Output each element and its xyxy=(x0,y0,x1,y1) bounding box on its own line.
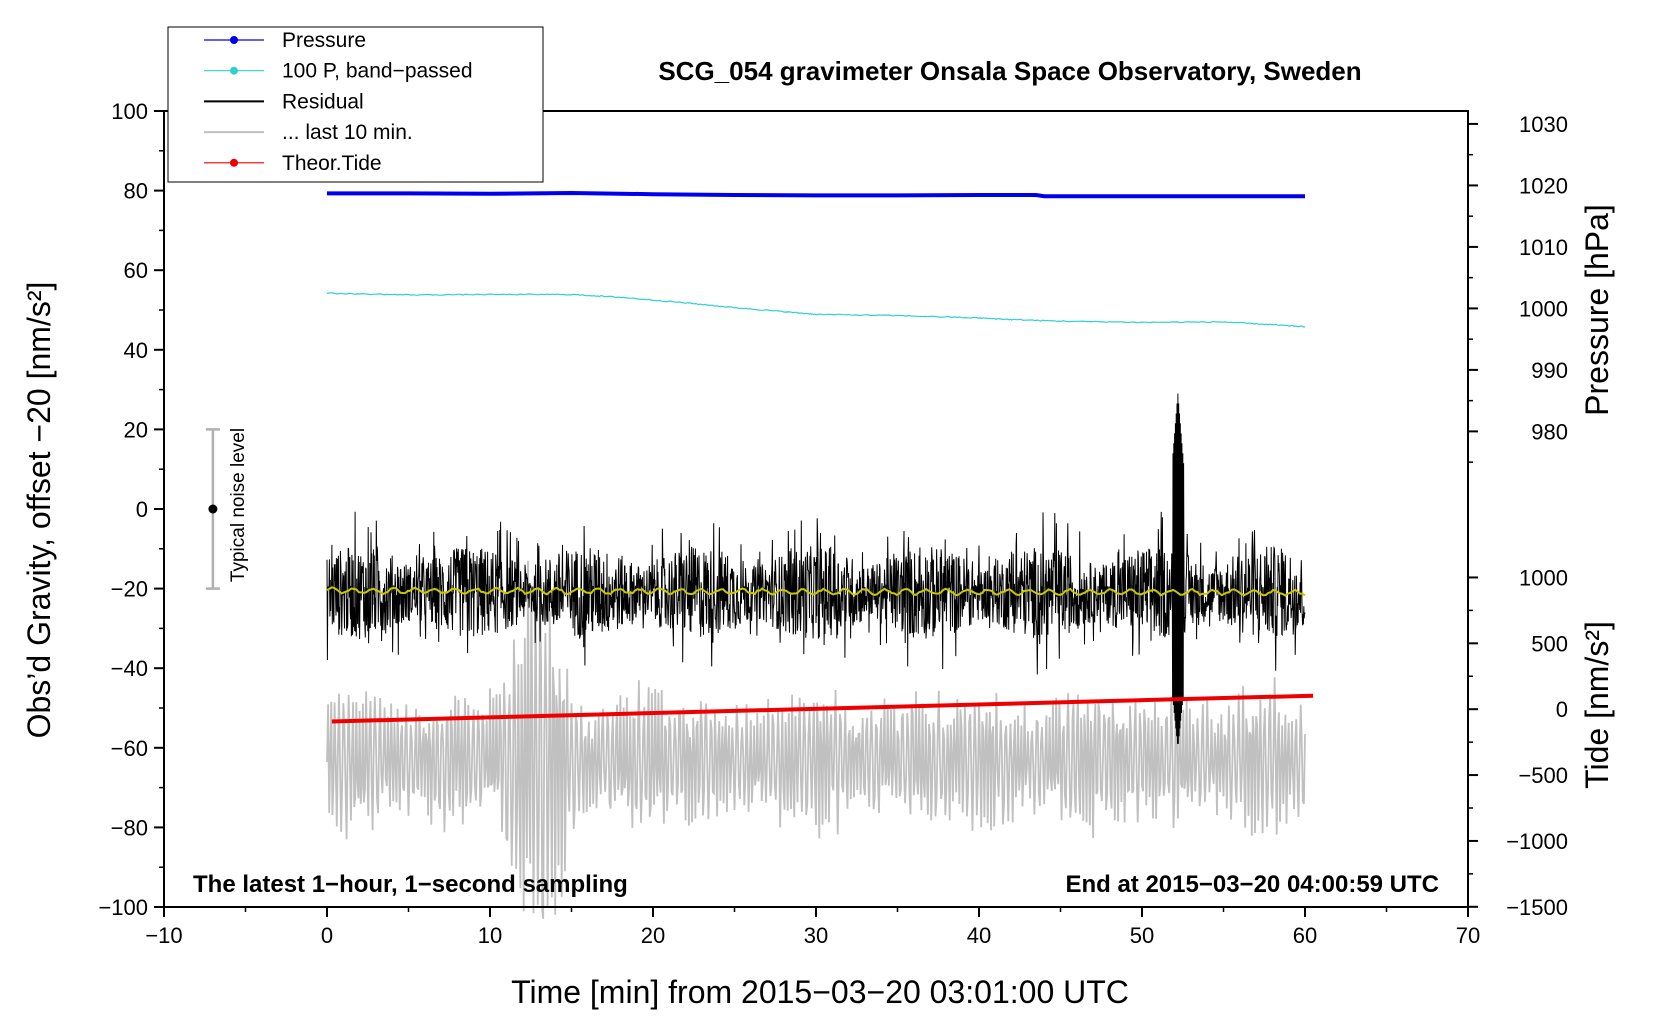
noise-bar-dot xyxy=(208,504,218,514)
series-band-passed-pressure xyxy=(326,292,1306,328)
legend-label: Residual xyxy=(282,90,364,113)
legend-box xyxy=(167,26,544,183)
pressure-tick-label: 1020 xyxy=(1519,173,1568,198)
series-residual xyxy=(326,393,1306,744)
pressure-tick-label: 1010 xyxy=(1519,235,1568,260)
pressure-tick-label: 1000 xyxy=(1519,296,1568,321)
legend-marker xyxy=(230,66,238,75)
pressure-tick-label: 980 xyxy=(1531,419,1568,444)
x-tick-label: 0 xyxy=(321,923,333,948)
legend-entry: 100 P, band−passed xyxy=(204,60,473,83)
x-tick-label: 50 xyxy=(1130,923,1154,948)
tide-tick-label: 500 xyxy=(1531,631,1568,656)
tide-tick-label: −500 xyxy=(1518,763,1568,788)
x-tick-label: 10 xyxy=(478,923,502,948)
legend-label: Theor.Tide xyxy=(282,152,382,175)
y-axis-left-label: Obs’d Gravity, offset −20 [nm/s²] xyxy=(21,282,57,739)
y-tick-label: −100 xyxy=(98,895,148,920)
tide-tick-label: −1500 xyxy=(1506,895,1568,920)
legend-entry: ... last 10 min. xyxy=(204,121,413,144)
y-tick-label: 40 xyxy=(124,338,148,363)
x-tick-label: 60 xyxy=(1293,923,1317,948)
y-axis-left: 100 80 60 40 20 0 −20 −40 −60 −80 −100 xyxy=(98,99,164,920)
legend: Pressure 100 P, band−passed Residual ... la… xyxy=(167,26,544,183)
legend-marker xyxy=(230,36,238,44)
series-last-10-min xyxy=(326,560,1306,919)
legend-label: 100 P, band−passed xyxy=(282,60,473,83)
y-tick-label: 20 xyxy=(124,417,148,442)
x-tick-label: 20 xyxy=(641,923,665,948)
annotation-left: The latest 1−hour, 1−second sampling xyxy=(193,871,628,898)
legend-entry: Pressure xyxy=(204,29,366,52)
series-residual-smoothed xyxy=(326,586,1306,597)
series-theor-tide xyxy=(331,693,1314,724)
y-axis-pressure: 1030 1020 1010 1000 990 980 xyxy=(1468,112,1568,463)
legend-entry: Theor.Tide xyxy=(204,152,382,175)
legend-label: ... last 10 min. xyxy=(282,121,413,144)
x-tick-label: −10 xyxy=(145,923,182,948)
annotation-right: End at 2015−03−20 04:00:59 UTC xyxy=(1065,871,1439,898)
x-tick-label: 30 xyxy=(804,923,828,948)
tide-tick-label: −1000 xyxy=(1506,829,1568,854)
legend-label: Pressure xyxy=(282,29,366,52)
y-tick-label: −20 xyxy=(111,577,148,602)
chart-title: SCG_054 gravimeter Onsala Space Observat… xyxy=(658,56,1361,86)
tide-tick-label: 1000 xyxy=(1519,565,1568,590)
y-tick-label: 0 xyxy=(136,497,148,522)
y-tick-label: −80 xyxy=(111,815,148,840)
x-axis: −10 0 10 20 30 40 50 60 70 xyxy=(145,907,1480,948)
noise-bar xyxy=(205,428,220,590)
legend-marker xyxy=(230,158,238,167)
series-pressure xyxy=(327,190,1305,199)
tide-tick-label: 0 xyxy=(1556,697,1568,722)
legend-entry: Residual xyxy=(204,90,364,113)
y-axis-tide: 1000 500 0 −500 −1000 −1500 xyxy=(1468,565,1568,920)
y-axis-tide-label: Tide [nm/s²] xyxy=(1579,621,1615,789)
y-axis-pressure-label: Pressure [hPa] xyxy=(1579,204,1615,416)
x-axis-label: Time [min] from 2015−03−20 03:01:00 UTC xyxy=(511,974,1129,1010)
y-tick-label: 60 xyxy=(124,258,148,283)
pressure-tick-label: 1030 xyxy=(1519,112,1568,137)
noise-bar-label: Typical noise level xyxy=(228,428,249,582)
x-tick-label: 40 xyxy=(967,923,991,948)
y-tick-label: −60 xyxy=(111,736,148,761)
y-tick-label: −40 xyxy=(111,656,148,681)
x-tick-label: 70 xyxy=(1456,923,1480,948)
y-tick-label: 100 xyxy=(111,99,148,124)
y-tick-label: 80 xyxy=(124,179,148,204)
plot-area xyxy=(326,190,1314,919)
pressure-tick-label: 990 xyxy=(1531,358,1568,383)
